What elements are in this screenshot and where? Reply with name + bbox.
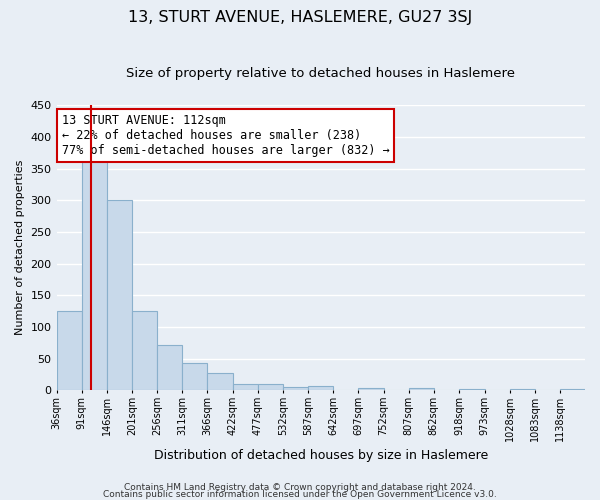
Bar <box>82 156 107 390</box>
Bar <box>283 387 308 390</box>
X-axis label: Distribution of detached houses by size in Haslemere: Distribution of detached houses by size … <box>154 450 488 462</box>
Bar <box>409 388 434 390</box>
Text: Contains public sector information licensed under the Open Government Licence v3: Contains public sector information licen… <box>103 490 497 499</box>
Bar <box>460 389 485 390</box>
Bar <box>509 389 535 390</box>
Bar <box>233 384 258 390</box>
Text: 13 STURT AVENUE: 112sqm
← 22% of detached houses are smaller (238)
77% of semi-d: 13 STURT AVENUE: 112sqm ← 22% of detache… <box>62 114 389 157</box>
Bar <box>258 384 283 390</box>
Y-axis label: Number of detached properties: Number of detached properties <box>15 160 25 336</box>
Bar <box>308 386 334 390</box>
Bar <box>207 372 233 390</box>
Text: 13, STURT AVENUE, HASLEMERE, GU27 3SJ: 13, STURT AVENUE, HASLEMERE, GU27 3SJ <box>128 10 472 25</box>
Bar <box>132 311 157 390</box>
Bar <box>107 200 132 390</box>
Bar <box>182 363 207 390</box>
Bar <box>358 388 383 390</box>
Title: Size of property relative to detached houses in Haslemere: Size of property relative to detached ho… <box>126 68 515 80</box>
Bar <box>56 311 82 390</box>
Bar <box>157 344 182 390</box>
Text: Contains HM Land Registry data © Crown copyright and database right 2024.: Contains HM Land Registry data © Crown c… <box>124 484 476 492</box>
Bar <box>560 389 585 390</box>
